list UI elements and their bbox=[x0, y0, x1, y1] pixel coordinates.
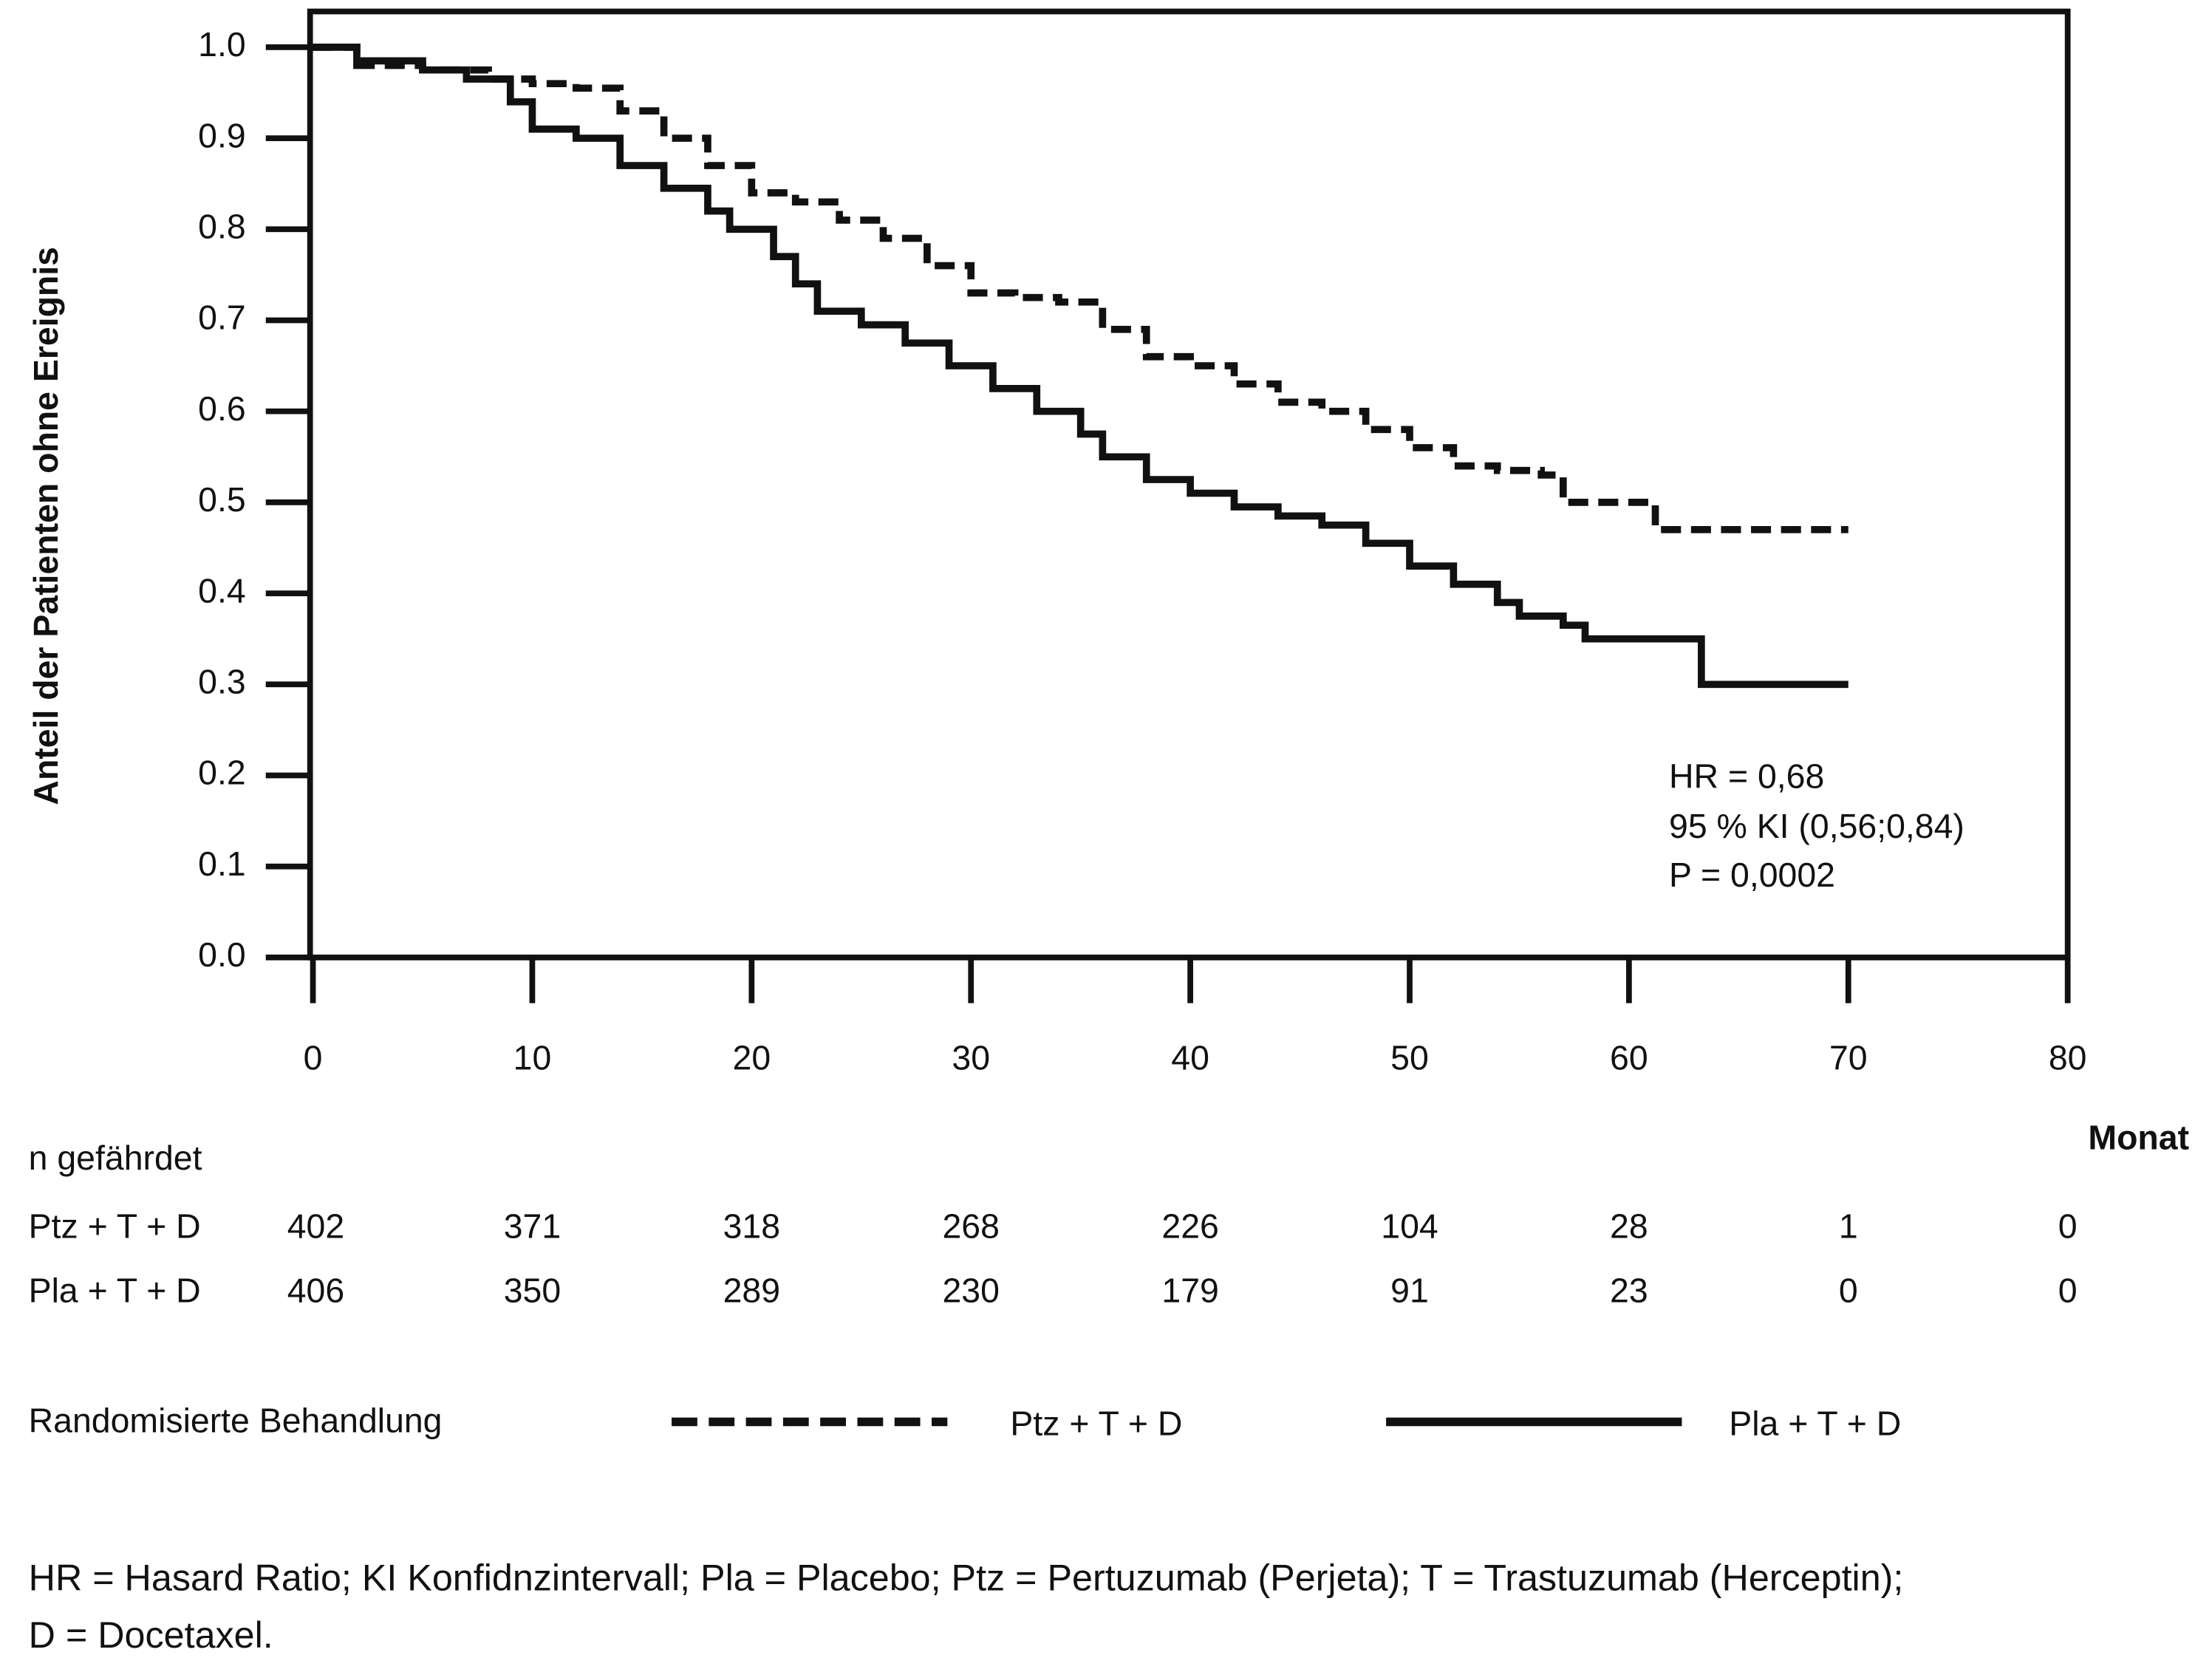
risk-value: 91 bbox=[1390, 1272, 1429, 1310]
annotation: P = 0,0002 bbox=[1669, 856, 1835, 894]
risk-table-title: n gefährdet bbox=[29, 1139, 202, 1177]
x-tick-label: 10 bbox=[513, 1038, 552, 1076]
risk-row-label: Pla + T + D bbox=[29, 1272, 201, 1310]
y-tick-label: 0.5 bbox=[198, 480, 246, 519]
legend-label: Ptz + T + D bbox=[1010, 1405, 1182, 1443]
y-tick-label: 0.4 bbox=[198, 571, 246, 610]
risk-value: 371 bbox=[504, 1207, 561, 1246]
risk-value: 402 bbox=[287, 1207, 344, 1246]
risk-value: 318 bbox=[723, 1207, 780, 1246]
x-tick-label: 20 bbox=[733, 1038, 771, 1076]
footnote: HR = Hasard Ratio; KI Konfidnzintervall;… bbox=[29, 1556, 1904, 1598]
risk-value: 268 bbox=[943, 1207, 1000, 1246]
x-tick-label: 70 bbox=[1829, 1038, 1868, 1076]
risk-value: 179 bbox=[1161, 1272, 1218, 1310]
risk-value: 0 bbox=[2058, 1272, 2078, 1310]
survival-curve bbox=[313, 44, 1849, 689]
legend-title: Randomisierte Behandlung bbox=[29, 1402, 443, 1440]
x-tick-label: 60 bbox=[1610, 1038, 1648, 1076]
risk-value: 23 bbox=[1610, 1272, 1648, 1310]
risk-row-label: Ptz + T + D bbox=[29, 1207, 201, 1246]
y-tick-label: 0.9 bbox=[198, 116, 246, 154]
risk-value: 226 bbox=[1161, 1207, 1218, 1246]
risk-value: 0 bbox=[2058, 1207, 2078, 1246]
y-tick-label: 0.1 bbox=[198, 844, 246, 883]
risk-value: 28 bbox=[1610, 1207, 1648, 1246]
risk-value: 104 bbox=[1381, 1207, 1438, 1246]
annotation: 95 % KI (0,56;0,84) bbox=[1669, 807, 1964, 845]
y-tick-label: 0.8 bbox=[198, 208, 246, 246]
risk-value: 230 bbox=[943, 1272, 1000, 1310]
x-tick-label: 40 bbox=[1171, 1038, 1209, 1076]
y-tick-label: 0.0 bbox=[198, 935, 246, 974]
x-tick-label: 30 bbox=[952, 1038, 990, 1076]
risk-value: 289 bbox=[723, 1272, 780, 1310]
survival-curve bbox=[313, 44, 1849, 533]
risk-value: 350 bbox=[504, 1272, 561, 1310]
y-tick-label: 0.7 bbox=[198, 298, 246, 337]
x-axis-label: Monat bbox=[2088, 1119, 2189, 1157]
footnote: D = Docetaxel. bbox=[29, 1614, 273, 1656]
risk-value: 406 bbox=[287, 1272, 344, 1310]
x-tick-label: 80 bbox=[2049, 1038, 2087, 1076]
annotation: HR = 0,68 bbox=[1669, 757, 1824, 795]
y-axis-label: Anteil der Patienten ohne Ereignis bbox=[27, 247, 65, 805]
risk-value: 1 bbox=[1839, 1207, 1858, 1246]
x-tick-label: 0 bbox=[304, 1038, 323, 1076]
y-tick-label: 0.3 bbox=[198, 663, 246, 701]
legend-label: Pla + T + D bbox=[1729, 1405, 1901, 1443]
y-tick-label: 0.2 bbox=[198, 754, 246, 792]
x-tick-label: 50 bbox=[1390, 1038, 1429, 1076]
y-tick-label: 0.6 bbox=[198, 389, 246, 428]
risk-value: 0 bbox=[1839, 1272, 1858, 1310]
y-tick-label: 1.0 bbox=[198, 25, 246, 64]
